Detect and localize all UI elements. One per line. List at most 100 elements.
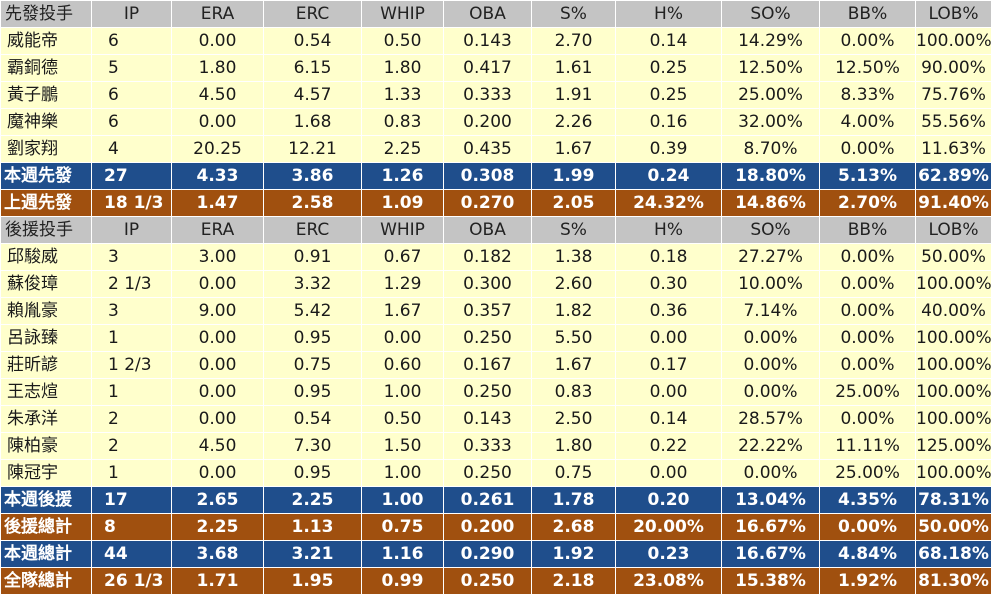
stat-whip: 1.00 xyxy=(361,378,444,406)
stat-oba: 0.250 xyxy=(443,324,532,352)
stat-so-pct: 10.00% xyxy=(721,270,820,298)
stat-h-pct: 0.24 xyxy=(615,162,722,190)
pitching-stats-table: 先發投手 IP ERA ERC WHIP OBA S% H% SO% BB% LOB% 威能帝 6 0.0… xyxy=(0,0,991,595)
stat-whip: 1.00 xyxy=(361,459,444,487)
stat-so-pct: 13.04% xyxy=(721,486,820,514)
column-header-lob-pct: LOB% xyxy=(915,0,991,28)
stat-ip: 6 xyxy=(91,27,172,55)
stat-oba: 0.250 xyxy=(443,459,532,487)
stat-oba: 0.417 xyxy=(443,54,532,82)
stat-bb-pct: 12.50% xyxy=(819,54,916,82)
stat-bb-pct: 0.00% xyxy=(819,27,916,55)
stat-era: 0.00 xyxy=(171,405,264,433)
stat-ip: 1 xyxy=(91,459,172,487)
stat-erc: 1.68 xyxy=(263,108,362,136)
stat-h-pct: 0.25 xyxy=(615,54,722,82)
stat-era: 20.25 xyxy=(171,135,264,163)
stat-erc: 0.75 xyxy=(263,351,362,379)
player-name: 陳冠宇 xyxy=(0,459,92,487)
stat-ip: 5 xyxy=(91,54,172,82)
summary-label: 後援總計 xyxy=(0,513,92,541)
stat-whip: 2.25 xyxy=(361,135,444,163)
stat-so-pct: 12.50% xyxy=(721,54,820,82)
stat-s-pct: 0.83 xyxy=(531,378,616,406)
stat-s-pct: 2.05 xyxy=(531,189,616,217)
stat-erc: 2.58 xyxy=(263,189,362,217)
stat-s-pct: 1.92 xyxy=(531,540,616,568)
column-header-era: ERA xyxy=(171,216,264,244)
stat-so-pct: 27.27% xyxy=(721,243,820,271)
player-name: 蘇俊璋 xyxy=(0,270,92,298)
stat-h-pct: 0.18 xyxy=(615,243,722,271)
stat-h-pct: 0.17 xyxy=(615,351,722,379)
stat-era: 0.00 xyxy=(171,108,264,136)
stat-ip: 17 xyxy=(91,486,172,514)
stat-whip: 1.33 xyxy=(361,81,444,109)
stat-whip: 1.67 xyxy=(361,297,444,325)
stat-era: 1.71 xyxy=(171,567,264,595)
stat-h-pct: 0.00 xyxy=(615,378,722,406)
stat-whip: 0.50 xyxy=(361,405,444,433)
section-header-row: 後援投手 IP ERA ERC WHIP OBA S% H% SO% BB% LOB% xyxy=(0,216,991,244)
stat-ip: 6 xyxy=(91,81,172,109)
stat-oba: 0.300 xyxy=(443,270,532,298)
stat-erc: 5.42 xyxy=(263,297,362,325)
stat-oba: 0.357 xyxy=(443,297,532,325)
stat-lob-pct: 100.00% xyxy=(915,324,991,352)
stat-s-pct: 1.38 xyxy=(531,243,616,271)
stat-lob-pct: 55.56% xyxy=(915,108,991,136)
stat-ip: 3 xyxy=(91,243,172,271)
stat-s-pct: 1.67 xyxy=(531,351,616,379)
stat-s-pct: 2.68 xyxy=(531,513,616,541)
section-title: 先發投手 xyxy=(0,0,92,28)
stat-oba: 0.250 xyxy=(443,567,532,595)
stat-erc: 0.95 xyxy=(263,324,362,352)
player-name: 賴胤豪 xyxy=(0,297,92,325)
stat-h-pct: 0.00 xyxy=(615,324,722,352)
column-header-bb-pct: BB% xyxy=(819,0,916,28)
stat-bb-pct: 8.33% xyxy=(819,81,916,109)
stat-erc: 0.54 xyxy=(263,405,362,433)
stat-whip: 0.99 xyxy=(361,567,444,595)
player-name: 黃子鵬 xyxy=(0,81,92,109)
column-header-so-pct: SO% xyxy=(721,216,820,244)
summary-label: 上週先發 xyxy=(0,189,92,217)
column-header-whip: WHIP xyxy=(361,216,444,244)
stat-s-pct: 2.60 xyxy=(531,270,616,298)
player-name: 朱承洋 xyxy=(0,405,92,433)
stat-s-pct: 1.99 xyxy=(531,162,616,190)
stat-era: 0.00 xyxy=(171,378,264,406)
stat-era: 3.00 xyxy=(171,243,264,271)
stat-whip: 0.83 xyxy=(361,108,444,136)
stat-lob-pct: 68.18% xyxy=(915,540,991,568)
stat-lob-pct: 50.00% xyxy=(915,243,991,271)
player-row: 王志煊 1 0.00 0.95 1.00 0.250 0.83 0.00 0.00% 25.00%… xyxy=(0,378,991,406)
stat-bb-pct: 0.00% xyxy=(819,324,916,352)
stat-oba: 0.333 xyxy=(443,81,532,109)
summary-row: 後援總計 8 2.25 1.13 0.75 0.200 2.68 20.00% 16.67% 0.… xyxy=(0,513,991,541)
stat-h-pct: 0.14 xyxy=(615,27,722,55)
column-header-oba: OBA xyxy=(443,0,532,28)
stat-oba: 0.250 xyxy=(443,378,532,406)
stat-s-pct: 1.82 xyxy=(531,297,616,325)
stat-ip: 4 xyxy=(91,135,172,163)
summary-row: 全隊總計 26 1/3 1.71 1.95 0.99 0.250 2.18 23.08% 15.… xyxy=(0,567,991,595)
stat-bb-pct: 1.92% xyxy=(819,567,916,595)
stat-erc: 0.91 xyxy=(263,243,362,271)
stat-whip: 1.29 xyxy=(361,270,444,298)
stat-ip: 27 xyxy=(91,162,172,190)
player-name: 呂詠臻 xyxy=(0,324,92,352)
stat-oba: 0.143 xyxy=(443,27,532,55)
stat-bb-pct: 0.00% xyxy=(819,351,916,379)
stat-bb-pct: 0.00% xyxy=(819,513,916,541)
stat-lob-pct: 62.89% xyxy=(915,162,991,190)
stat-so-pct: 16.67% xyxy=(721,540,820,568)
summary-row: 本週先發 27 4.33 3.86 1.26 0.308 1.99 0.24 18.80% 5.1… xyxy=(0,162,991,190)
stat-ip: 8 xyxy=(91,513,172,541)
column-header-whip: WHIP xyxy=(361,0,444,28)
stat-so-pct: 18.80% xyxy=(721,162,820,190)
stat-bb-pct: 0.00% xyxy=(819,270,916,298)
stats-body: 先發投手 IP ERA ERC WHIP OBA S% H% SO% BB% LOB% 威能帝 6 0.0… xyxy=(0,0,991,595)
player-name: 威能帝 xyxy=(0,27,92,55)
column-header-ip: IP xyxy=(91,0,172,28)
